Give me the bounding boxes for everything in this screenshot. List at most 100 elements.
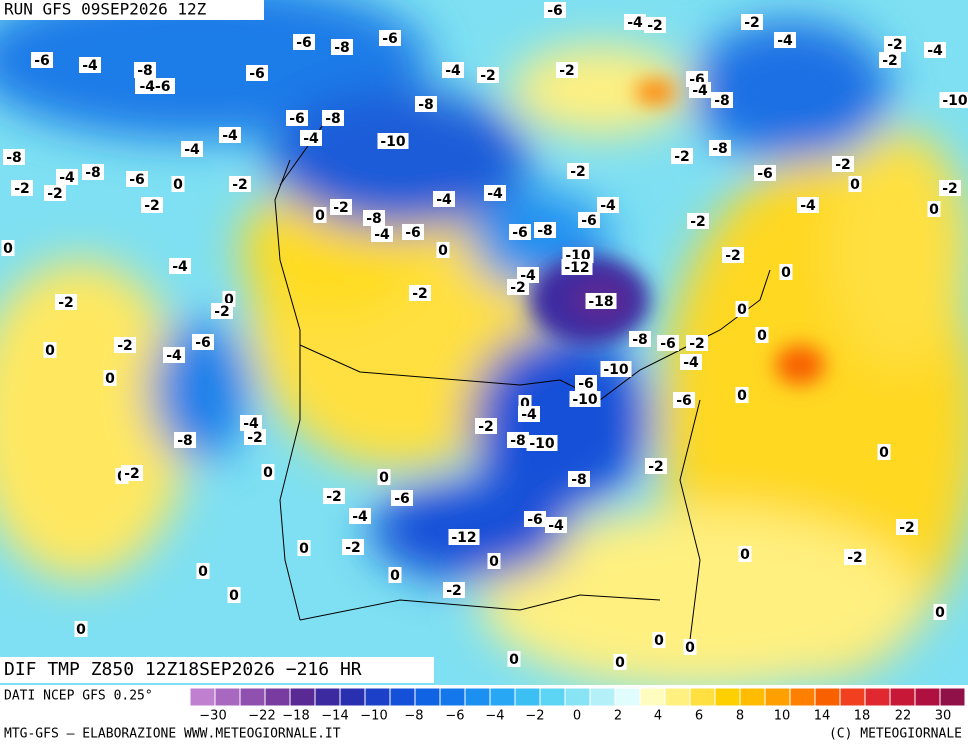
label-box bbox=[779, 264, 793, 280]
contour-label: -8 bbox=[137, 63, 153, 79]
label-box bbox=[738, 546, 752, 562]
legend-tick: 22 bbox=[895, 709, 912, 724]
contour-label: -6 bbox=[129, 172, 145, 188]
label-box bbox=[683, 639, 697, 655]
label-box bbox=[103, 370, 117, 386]
label-box bbox=[686, 335, 708, 351]
label-box bbox=[331, 39, 353, 55]
label-box bbox=[433, 191, 455, 207]
contour-label: 0 bbox=[3, 241, 13, 257]
label-box bbox=[134, 62, 156, 78]
label-box bbox=[575, 375, 597, 391]
label-box bbox=[82, 164, 104, 180]
contour-labels: -6-4 -2 -2-6 -8-6 -4 -2 -4-2-6 -4 -8 -6 -4 -2 -2-6-4… bbox=[1, 2, 968, 671]
contour-label: -4 bbox=[374, 227, 390, 243]
contour-label: 0 bbox=[615, 655, 625, 671]
label-box bbox=[774, 32, 796, 48]
label-box bbox=[377, 133, 409, 149]
contour-label: -6 bbox=[195, 335, 211, 351]
contour-label: -8 bbox=[537, 223, 553, 239]
legend-swatch bbox=[339, 687, 366, 707]
contour-label: -4 bbox=[800, 198, 816, 214]
label-box bbox=[600, 361, 632, 377]
legend-swatch bbox=[639, 687, 666, 707]
contour-label: 0 bbox=[438, 243, 448, 259]
contour-label: 0 bbox=[489, 554, 499, 570]
label-box bbox=[848, 176, 862, 192]
label-box bbox=[939, 180, 961, 196]
contour-label: -2 bbox=[345, 540, 361, 556]
legend-tick: −2 bbox=[525, 709, 544, 724]
contour-label: -10 bbox=[942, 93, 968, 109]
legend-swatch bbox=[614, 687, 641, 707]
contour-label: -6 bbox=[527, 512, 543, 528]
legend-tick: −18 bbox=[282, 709, 309, 724]
contour-label: -8 bbox=[714, 93, 730, 109]
contour-label: -6 bbox=[581, 213, 597, 229]
contour-label: -2 bbox=[214, 304, 230, 320]
legend-swatch bbox=[764, 687, 791, 707]
label-box bbox=[436, 242, 450, 258]
contour-label: -4 bbox=[436, 192, 452, 208]
contour-label: -2 bbox=[124, 466, 140, 482]
contour-label: -2 bbox=[648, 459, 664, 475]
legend-tick: 2 bbox=[614, 709, 622, 724]
label-box bbox=[689, 82, 711, 98]
legend-swatch bbox=[889, 687, 916, 707]
contour-label: 0 bbox=[850, 177, 860, 193]
legend-tick: −22 bbox=[248, 709, 275, 724]
label-box bbox=[391, 490, 413, 506]
contour-label: -6 bbox=[512, 225, 528, 241]
label-box bbox=[330, 199, 352, 215]
label-box bbox=[402, 224, 424, 240]
label-box bbox=[3, 149, 25, 165]
contour-label: -4 bbox=[222, 128, 238, 144]
contour-label: -6 bbox=[676, 393, 692, 409]
contour-label: -6 bbox=[34, 53, 50, 69]
label-box bbox=[114, 337, 136, 353]
contour-label: 0 bbox=[737, 388, 747, 404]
contour-label: -8 bbox=[177, 433, 193, 449]
label-box bbox=[644, 17, 666, 33]
contour-label: -2 bbox=[247, 430, 263, 446]
label-box bbox=[300, 130, 322, 146]
label-box bbox=[629, 331, 651, 347]
label-box bbox=[556, 62, 578, 78]
contour-label: 0 bbox=[654, 633, 664, 649]
label-box bbox=[534, 222, 556, 238]
label-box bbox=[711, 92, 733, 108]
legend-tick: 0 bbox=[573, 709, 581, 724]
contour-label: -4 bbox=[627, 15, 643, 31]
legend-tick: −4 bbox=[485, 709, 504, 724]
label-box bbox=[797, 197, 819, 213]
legend-tick: 18 bbox=[854, 709, 871, 724]
contour-label: -4 bbox=[927, 43, 943, 59]
contour-label: -2 bbox=[478, 419, 494, 435]
legend-tick: −8 bbox=[404, 709, 423, 724]
legend-swatch bbox=[389, 687, 416, 707]
label-box bbox=[313, 207, 327, 223]
chart-title: DIF TMP Z850 12Z18SEP2026 −216 HR bbox=[4, 659, 362, 680]
contour-label: -4 bbox=[59, 170, 75, 186]
legend-swatch bbox=[814, 687, 841, 707]
contour-label: 0 bbox=[929, 202, 939, 218]
contour-label: -4 bbox=[82, 58, 98, 74]
label-box bbox=[141, 197, 163, 213]
legend-swatch bbox=[464, 687, 491, 707]
contour-label: 0 bbox=[781, 265, 791, 281]
label-box bbox=[896, 519, 918, 535]
contour-label: -2 bbox=[647, 18, 663, 34]
label-box bbox=[578, 212, 600, 228]
label-box bbox=[297, 540, 311, 556]
contour-label: -6 bbox=[394, 491, 410, 507]
contour-label: -10 bbox=[603, 362, 629, 378]
legend-swatch bbox=[514, 687, 541, 707]
legend-swatch bbox=[489, 687, 516, 707]
label-box bbox=[673, 392, 695, 408]
label-box bbox=[652, 632, 666, 648]
legend-swatch bbox=[789, 687, 816, 707]
contour-label: -8 bbox=[571, 472, 587, 488]
credit: MTG-GFS — ELABORAZIONE WWW.METEOGIORNALE… bbox=[4, 727, 341, 742]
label-box bbox=[363, 210, 385, 226]
